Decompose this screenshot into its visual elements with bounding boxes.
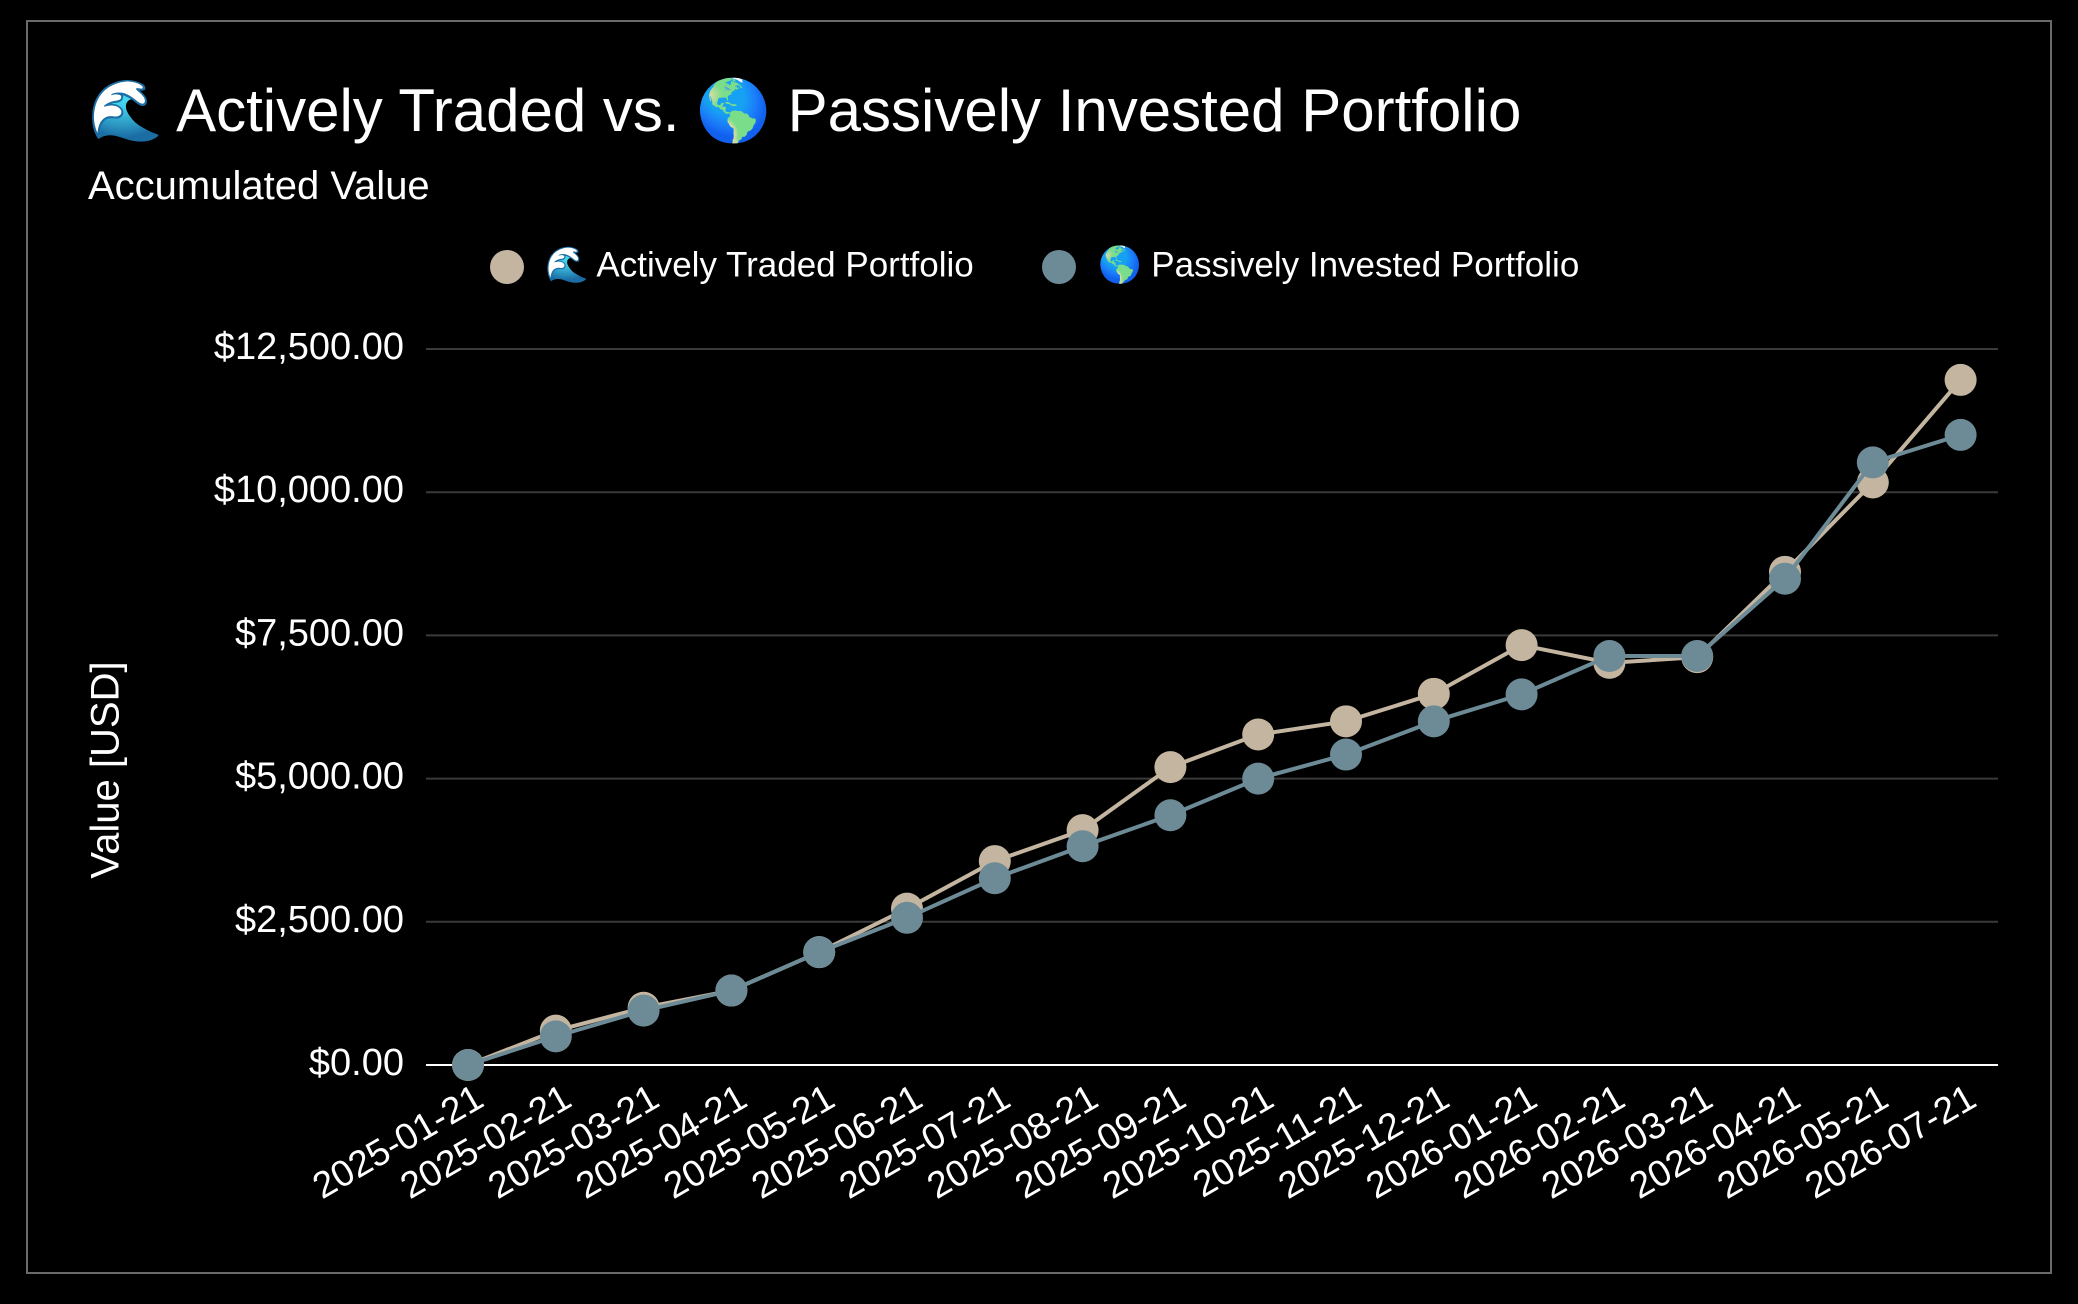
data-point[interactable] [1066,830,1099,863]
data-point[interactable] [1856,446,1889,479]
data-point[interactable] [891,901,923,934]
series-active [452,363,1977,1081]
data-point[interactable] [803,936,836,969]
data-point[interactable] [627,994,660,1027]
y-tick-label: $0.00 [309,1042,404,1084]
data-point[interactable] [715,974,748,1007]
series-line [467,378,1963,1067]
data-point[interactable] [978,862,1011,895]
data-point[interactable] [1417,677,1450,710]
data-point[interactable] [1769,562,1801,595]
legend: 🌊 Actively Traded Portfolio 🌎 Passively … [490,244,1579,284]
data-point[interactable] [1944,363,1977,396]
data-point[interactable] [1593,640,1626,673]
chart-title: 🌊 Actively Traded vs. 🌎 Passively Invest… [88,77,1522,144]
chart-frame [26,20,2052,1274]
data-point[interactable] [1681,640,1714,673]
y-axis-title: Value [USD] [84,661,128,878]
y-tick-label: $5,000.00 [235,756,404,798]
data-point[interactable] [1505,629,1538,662]
data-point[interactable] [1330,738,1362,771]
y-axis-ticks: $0.00 $2,500.00 $5,000.00 $7,500.00 $10,000.… [214,326,404,1084]
y-tick-label: $10,000.00 [214,469,404,511]
y-tick-label: $12,500.00 [214,326,404,368]
legend-label-active[interactable]: 🌊 Actively Traded Portfolio [545,244,974,284]
x-axis-ticks: 2025-01-212025-02-212025-03-212025-04-21… [306,1076,1983,1206]
gridlines [426,348,1998,923]
data-point[interactable] [1330,705,1362,738]
series-passive [452,418,1977,1081]
data-point[interactable] [539,1020,572,1053]
chart-subtitle: Accumulated Value [88,164,430,208]
data-point[interactable] [1242,762,1275,795]
legend-label-passive[interactable]: 🌎 Passively Invested Portfolio [1098,244,1579,284]
data-point[interactable] [1154,751,1187,784]
data-point[interactable] [1417,705,1450,738]
y-tick-label: $2,500.00 [235,899,404,941]
data-point[interactable] [452,1049,484,1081]
legend-marker-active[interactable] [490,250,524,284]
data-point[interactable] [1505,678,1538,711]
series-group [452,363,1977,1081]
y-tick-label: $7,500.00 [235,612,404,654]
legend-marker-passive[interactable] [1042,250,1076,284]
data-point[interactable] [1154,799,1187,832]
data-point[interactable] [1944,418,1977,451]
data-point[interactable] [1242,718,1275,751]
